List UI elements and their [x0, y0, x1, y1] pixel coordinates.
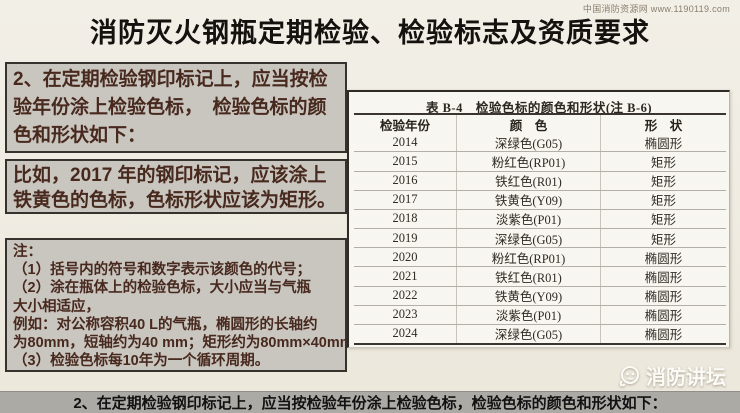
cell-year: 2019	[392, 230, 418, 245]
table-row: 2019 深绿色(G05) 矩形	[354, 228, 726, 248]
table-title: 表 B-4 检验色标的颜色和形状(注 B-6)	[425, 101, 653, 115]
intro-text-box: 2、在定期检验钢印标记上，应当按检 验年份涂上检验色标， 检验色标的颜 色和形状如下…	[5, 62, 347, 153]
note-line: 例如：对公称容积40 L的气瓶，椭圆形的长轴约	[13, 316, 318, 333]
table-row: 2023 淡紫色(P01) 椭圆形	[354, 304, 726, 324]
footer-caption: 2、在定期检验钢印标记上，应当按检验年份涂上检验色标，检验色标的颜色和形状如下：	[0, 391, 740, 413]
cell-color: 粉红色(RP01)	[456, 152, 600, 171]
brand-face-icon	[617, 364, 641, 388]
cell-year: 2016	[392, 173, 418, 188]
table-row: 2016 铁红色(R01) 矩形	[354, 170, 726, 190]
table-row: 2024 深绿色(G05) 椭圆形	[354, 323, 726, 344]
cell-year: 2020	[392, 249, 418, 264]
note-line: 大小相适应，	[13, 298, 100, 315]
cell-color: 铁黄色(Y09)	[456, 190, 600, 209]
note-line: （2）涂在瓶体上的检验色标，大小应当与气瓶	[13, 280, 312, 297]
cell-color: 铁黄色(Y09)	[456, 286, 600, 305]
header-year: 检验年份	[379, 118, 430, 133]
cell-shape: 矩形	[600, 209, 726, 229]
cell-color: 粉红色(RP01)	[456, 248, 600, 267]
cell-year: 2021	[392, 268, 418, 283]
notes-text-box: 注： （1）括号内的符号和数字表示该颜色的代号； （2）涂在瓶体上的检验色标，大小应…	[5, 238, 347, 372]
intro-line: 色和形状如下：	[13, 125, 147, 146]
cell-shape: 矩形	[600, 152, 726, 171]
table-row: 2018 淡紫色(P01) 矩形	[354, 208, 726, 229]
note-line: 注：	[13, 244, 42, 260]
cell-year: 2023	[392, 307, 418, 322]
cell-shape: 椭圆形	[600, 133, 726, 152]
table-row: 2014 深绿色(G05) 椭圆形	[354, 133, 726, 152]
cell-shape: 椭圆形	[600, 324, 726, 344]
cell-shape: 矩形	[600, 190, 726, 209]
table-header-row: 检验年份 颜 色 形 状	[354, 115, 726, 134]
cell-year: 2024	[392, 326, 418, 341]
cell-shape: 矩形	[600, 229, 726, 248]
table-row: 2020 粉红色(RP01) 椭圆形	[354, 247, 726, 267]
cell-color: 深绿色(G05)	[456, 133, 600, 152]
intro-line: 验年份涂上检验色标， 检验色标的颜	[13, 97, 327, 118]
note-line: （3）检验色标每10年为一个循环周期。	[13, 353, 270, 370]
example-line: 铁黄色的色标，色标形状应该为矩形。	[13, 190, 337, 211]
cell-shape: 椭圆形	[600, 305, 726, 324]
brand-text: 消防讲坛	[646, 367, 726, 389]
cell-color: 淡紫色(P01)	[456, 305, 600, 324]
header-color: 颜 色	[456, 115, 600, 134]
brand-watermark: 消防讲坛	[617, 361, 726, 390]
cell-year: 2017	[392, 192, 418, 207]
example-line: 比如，2017 年的钢印标记，应该涂上	[13, 165, 327, 186]
cell-shape: 椭圆形	[600, 286, 726, 305]
cell-color: 铁红色(R01)	[456, 267, 600, 286]
page-title: 消防灭火钢瓶定期检验、检验标志及资质要求	[90, 18, 650, 48]
table-row: 2017 铁黄色(Y09) 矩形	[354, 189, 726, 209]
example-text-box: 比如，2017 年的钢印标记，应该涂上 铁黄色的色标，色标形状应该为矩形。	[5, 159, 347, 214]
cell-color: 深绿色(G05)	[456, 229, 600, 248]
cell-year: 2015	[392, 153, 418, 168]
note-line: 为80mm，短轴约为40 mm；矩形约为80mm×40mm；	[13, 335, 347, 352]
scanned-table-page: 表 B-4 检验色标的颜色和形状(注 B-6) 检验年份 颜 色 形 状 201…	[347, 90, 730, 348]
cell-year: 2022	[392, 288, 418, 303]
site-watermark: 中国消防资源网 www.1190119.com	[582, 4, 730, 14]
cell-color: 铁红色(R01)	[456, 171, 600, 190]
table-row: 2022 铁黄色(Y09) 椭圆形	[354, 285, 726, 305]
header-shape: 形 状	[600, 115, 726, 134]
table-row: 2015 粉红色(RP01) 矩形	[354, 151, 726, 171]
cell-shape: 椭圆形	[600, 248, 726, 267]
color-code-table: 检验年份 颜 色 形 状 2014 深绿色(G05) 椭圆形 2015 粉红色(…	[354, 113, 726, 345]
cell-color: 淡紫色(P01)	[456, 209, 600, 229]
table-row: 2021 铁红色(R01) 椭圆形	[354, 266, 726, 286]
intro-line: 2、在定期检验钢印标记上，应当按检	[13, 69, 328, 90]
cell-year: 2014	[392, 134, 418, 149]
cell-color: 深绿色(G05)	[456, 324, 600, 344]
cell-year: 2018	[392, 211, 418, 226]
cell-shape: 椭圆形	[600, 267, 726, 286]
cell-shape: 矩形	[600, 171, 726, 190]
note-line: （1）括号内的符号和数字表示该颜色的代号；	[13, 262, 312, 279]
